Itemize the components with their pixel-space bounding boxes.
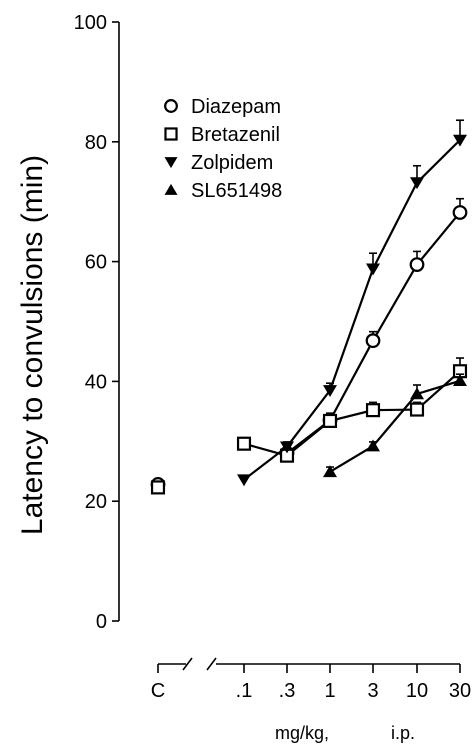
data-point-sl651498	[323, 465, 337, 478]
y-tick-label: 100	[74, 12, 107, 34]
data-point-zolpidem	[280, 441, 294, 454]
series-line-sl651498	[329, 379, 461, 473]
x-axis-break-mark	[182, 657, 193, 671]
legend-label-diazepam: Diazepam	[191, 96, 281, 118]
legend-label-sl651498: SL651498	[191, 180, 282, 202]
series-bretazenil	[150, 357, 468, 495]
legend-item-zolpidem: Zolpidem	[164, 152, 273, 174]
x-tick-label: C	[151, 680, 165, 702]
data-point-diazepam	[409, 257, 425, 272]
data-point-zolpidem	[410, 177, 424, 190]
x-tick-label: 30	[449, 680, 471, 702]
x-tick-label: .1	[236, 680, 253, 702]
y-tick-label: 20	[85, 491, 107, 513]
x-axis-break-mark	[206, 657, 217, 671]
data-point-sl651498	[410, 387, 424, 400]
x-axis-label-units: mg/kg,	[275, 723, 329, 743]
y-tick-label: 0	[96, 611, 107, 633]
data-point-diazepam	[365, 333, 381, 349]
data-point-diazepam	[452, 205, 468, 220]
legend-marker-sl651498	[164, 183, 178, 195]
series-line-bretazenil	[243, 370, 461, 457]
y-axis-label: Latency to convulsions (min)	[16, 155, 49, 535]
legend-item-diazepam: Diazepam	[164, 96, 281, 118]
data-point-bretazenil	[322, 413, 338, 428]
legend-item-bretazenil: Bretazenil	[164, 124, 280, 146]
legend-marker-zolpidem	[164, 157, 178, 169]
series-layer	[150, 119, 468, 495]
data-point-zolpidem	[323, 385, 337, 398]
x-tick-label: 10	[406, 680, 428, 702]
data-point-zolpidem	[366, 263, 380, 276]
series-diazepam	[150, 197, 468, 492]
series-zolpidem	[237, 119, 467, 487]
y-tick-label: 40	[85, 371, 107, 393]
data-point-bretazenil	[365, 403, 381, 418]
x-axis-label-route: i.p.	[391, 723, 415, 743]
data-point-zolpidem	[453, 134, 467, 147]
legend-label-zolpidem: Zolpidem	[191, 152, 273, 174]
legend-label-bretazenil: Bretazenil	[191, 124, 280, 146]
data-point-sl651498	[366, 439, 380, 452]
data-point-bretazenil	[236, 436, 252, 451]
legend-marker-diazepam	[164, 99, 178, 113]
y-tick-label: 60	[85, 252, 107, 274]
data-point-zolpidem	[237, 474, 251, 487]
series-sl651498	[323, 373, 467, 478]
data-point-bretazenil	[150, 480, 166, 495]
axes-layer: 0 20 40 60 80 100 C .1 .3 1 3 10 30	[74, 12, 472, 702]
data-point-sl651498	[453, 374, 467, 387]
legend-marker-bretazenil	[164, 127, 178, 141]
x-tick-label: 1	[324, 680, 335, 702]
series-line-zolpidem	[243, 139, 461, 481]
x-tick-label: .3	[279, 680, 296, 702]
legend: Diazepam Bretazenil Zolpidem SL651498	[164, 96, 282, 202]
legend-item-sl651498: SL651498	[164, 180, 282, 202]
y-tick-label: 80	[85, 132, 107, 154]
data-point-bretazenil	[409, 402, 425, 417]
x-tick-label: 3	[367, 680, 378, 702]
